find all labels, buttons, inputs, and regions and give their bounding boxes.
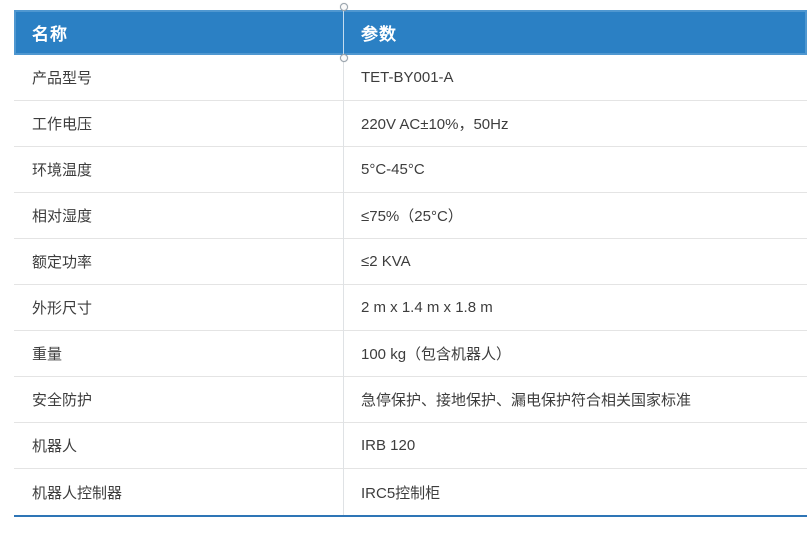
table-row: 机器人 IRB 120 xyxy=(14,423,807,469)
table-body: 产品型号 TET-BY001-A 工作电压 220V AC±10%，50Hz 环… xyxy=(14,55,807,515)
cell-name[interactable]: 外形尺寸 xyxy=(14,285,343,330)
column-divider-line[interactable] xyxy=(343,55,344,515)
cell-value[interactable]: IRB 120 xyxy=(343,423,807,468)
table-row: 工作电压 220V AC±10%，50Hz xyxy=(14,101,807,147)
cell-value[interactable]: ≤2 KVA xyxy=(343,239,807,284)
cell-name-text: 外形尺寸 xyxy=(32,300,93,317)
cell-value[interactable]: 220V AC±10%，50Hz xyxy=(343,101,807,146)
header-cell-name[interactable]: 名称 xyxy=(14,10,343,55)
cell-value[interactable]: 急停保护、接地保护、漏电保护符合相关国家标准 xyxy=(343,377,807,422)
cell-name-text: 产品型号 xyxy=(32,70,93,87)
cell-name[interactable]: 工作电压 xyxy=(14,101,343,146)
header-parameter-label: 参数 xyxy=(361,25,397,44)
spec-table: 名称 参数 产品型号 TET-BY001-A 工作电压 220V AC±10%，… xyxy=(14,3,807,517)
cell-name-text: 机器人 xyxy=(32,438,78,455)
cell-value-text: 100 kg（包含机器人） xyxy=(361,346,512,363)
cell-value[interactable]: 2 m x 1.4 m x 1.8 m xyxy=(343,285,807,330)
table-row: 产品型号 TET-BY001-A xyxy=(14,55,807,101)
cell-value-text: IRC5控制柜 xyxy=(361,484,441,502)
cell-value[interactable]: ≤75%（25°C） xyxy=(343,193,807,238)
cell-value-text: ≤2 KVA xyxy=(361,253,411,270)
table-row: 机器人控制器 IRC5控制柜 xyxy=(14,469,807,515)
cell-name-text: 机器人控制器 xyxy=(32,484,123,502)
cell-name[interactable]: 相对湿度 xyxy=(14,193,343,238)
cell-value[interactable]: 100 kg（包含机器人） xyxy=(343,331,807,376)
cell-value-text: ≤75%（25°C） xyxy=(361,208,463,225)
cell-name-text: 额定功率 xyxy=(32,254,93,271)
table-row: 额定功率 ≤2 KVA xyxy=(14,239,807,285)
cell-name-text: 工作电压 xyxy=(32,116,93,133)
cell-name[interactable]: 环境温度 xyxy=(14,147,343,192)
cell-name-text: 环境温度 xyxy=(32,162,93,179)
cell-name[interactable]: 产品型号 xyxy=(14,55,343,100)
table-row: 重量 100 kg（包含机器人） xyxy=(14,331,807,377)
cell-name[interactable]: 机器人控制器 xyxy=(14,469,343,515)
table-row: 环境温度 5°C-45°C xyxy=(14,147,807,193)
cell-name[interactable]: 额定功率 xyxy=(14,239,343,284)
column-divider-line-header[interactable] xyxy=(343,10,344,55)
cell-value-text: 220V AC±10%，50Hz xyxy=(361,116,509,133)
header-name-label: 名称 xyxy=(32,25,68,44)
cell-value-text: 5°C-45°C xyxy=(361,161,425,178)
header-cell-parameter[interactable]: 参数 xyxy=(343,10,807,55)
column-resize-handle-bottom[interactable] xyxy=(340,54,348,62)
cell-value[interactable]: 5°C-45°C xyxy=(343,147,807,192)
cell-name[interactable]: 机器人 xyxy=(14,423,343,468)
cell-value-text: 2 m x 1.4 m x 1.8 m xyxy=(361,299,493,316)
cell-value-text: TET-BY001-A xyxy=(361,69,454,86)
cell-value[interactable]: TET-BY001-A xyxy=(343,55,807,100)
table-row: 外形尺寸 2 m x 1.4 m x 1.8 m xyxy=(14,285,807,331)
cell-value-text: 急停保护、接地保护、漏电保护符合相关国家标准 xyxy=(361,392,692,409)
table-row: 相对湿度 ≤75%（25°C） xyxy=(14,193,807,239)
table-header-row: 名称 参数 xyxy=(14,10,807,55)
cell-value-text: IRB 120 xyxy=(361,437,416,454)
cell-value[interactable]: IRC5控制柜 xyxy=(343,469,807,515)
column-resize-handle-top[interactable] xyxy=(340,3,348,11)
cell-name[interactable]: 重量 xyxy=(14,331,343,376)
cell-name-text: 重量 xyxy=(32,346,63,363)
cell-name[interactable]: 安全防护 xyxy=(14,377,343,422)
table-row: 安全防护 急停保护、接地保护、漏电保护符合相关国家标准 xyxy=(14,377,807,423)
cell-name-text: 相对湿度 xyxy=(32,208,93,225)
cell-name-text: 安全防护 xyxy=(32,392,93,409)
